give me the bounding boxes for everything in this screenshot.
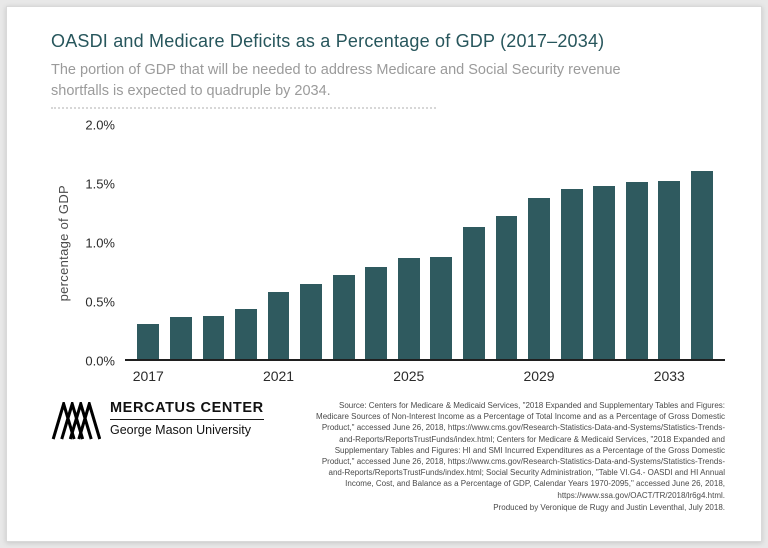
bar-slot [197, 125, 230, 360]
x-tick-label [197, 368, 230, 384]
logo-org-name: MERCATUS CENTER [110, 400, 264, 417]
chart-title: OASDI and Medicare Deficits as a Percent… [51, 31, 605, 51]
y-axis-title: percentage of GDP [55, 184, 71, 302]
x-tick-label [327, 368, 360, 384]
chart-header: OASDI and Medicare Deficits as a Percent… [51, 31, 725, 110]
source-text: Source: Centers for Medicare & Medicaid … [316, 401, 725, 500]
x-tick-label: 2025 [393, 368, 425, 385]
bar-slot [132, 125, 165, 360]
chart-subtitle: The portion of GDP that will be needed t… [51, 62, 621, 100]
bar-slot [490, 125, 523, 360]
x-tick-label: 2033 [653, 368, 685, 385]
bar-2020 [235, 308, 257, 360]
produced-by-text: Produced by Veronique de Rugy and Justin… [493, 502, 725, 512]
bar-2033 [658, 181, 681, 360]
mercatus-logo: MERCATUS CENTER George Mason University [51, 400, 264, 440]
chart-card: OASDI and Medicare Deficits as a Percent… [6, 6, 762, 542]
logo-university-name: George Mason University [110, 423, 252, 438]
bar-slot [620, 125, 653, 360]
plot-area: 2017 2021 2025 2029 2033 [125, 125, 725, 384]
bar-2025 [397, 258, 420, 360]
bar-slot [360, 125, 393, 360]
bar-2031 [593, 185, 616, 360]
bar-slot [588, 125, 621, 360]
x-tick-label [686, 368, 719, 384]
bars-container [125, 125, 725, 362]
source-block: Source: Centers for Medicare & Medicaid … [307, 400, 725, 513]
bar-2023 [332, 274, 355, 360]
mercatus-logo-icon [51, 402, 101, 440]
bar-2028 [495, 216, 518, 360]
bar-slot [458, 125, 491, 360]
y-tick-label: 1.0% [85, 235, 115, 251]
bar-slot [555, 125, 588, 360]
bar-2018 [169, 316, 192, 360]
x-tick-label: 2029 [523, 368, 555, 385]
bar-2024 [365, 266, 388, 360]
x-tick-label [588, 368, 621, 384]
bar-slot [327, 125, 360, 360]
x-tick-label [425, 368, 458, 384]
bar-chart: percentage of GDP 2.0% 1.5% 1.0% 0.5% 0.0% 2… [51, 118, 725, 384]
x-tick-label [360, 368, 393, 384]
bar-2021 [267, 292, 290, 360]
logo-divider [110, 419, 264, 421]
bar-slot [686, 125, 719, 360]
dotted-divider [51, 107, 436, 110]
x-tick-label: 2017 [132, 368, 164, 385]
x-tick-label [165, 368, 198, 384]
x-tick-label: 2021 [262, 368, 295, 385]
y-tick-label: 0.5% [85, 294, 115, 310]
bar-2022 [300, 284, 322, 360]
bar-2029 [528, 197, 550, 360]
x-axis-tick-labels: 2017 2021 2025 2029 2033 [125, 368, 725, 384]
bar-slot [523, 125, 556, 360]
x-tick-label [555, 368, 588, 384]
x-tick-label [490, 368, 523, 384]
bar-2019 [202, 315, 225, 360]
x-tick-label [620, 368, 653, 384]
x-tick-label [295, 368, 328, 384]
bar-slot [230, 125, 263, 360]
bar-slot [653, 125, 686, 360]
bar-2027 [463, 226, 485, 360]
bar-slot [165, 125, 198, 360]
bar-slot [262, 125, 295, 360]
bar-slot [393, 125, 426, 360]
chart-footer: MERCATUS CENTER George Mason University … [51, 400, 725, 513]
bar-2030 [560, 189, 583, 360]
y-tick-label: 0.0% [85, 353, 115, 369]
bar-slot [425, 125, 458, 360]
bar-2026 [430, 257, 453, 360]
bar-2032 [625, 182, 648, 360]
y-axis-tick-labels: 2.0% 1.5% 1.0% 0.5% 0.0% [75, 118, 125, 369]
bar-2034 [690, 170, 713, 360]
bar-2017 [137, 323, 160, 360]
x-tick-label [458, 368, 491, 384]
x-tick-label [230, 368, 263, 384]
y-tick-label: 1.5% [85, 176, 115, 192]
bar-slot [295, 125, 328, 360]
y-tick-label: 2.0% [85, 117, 115, 133]
